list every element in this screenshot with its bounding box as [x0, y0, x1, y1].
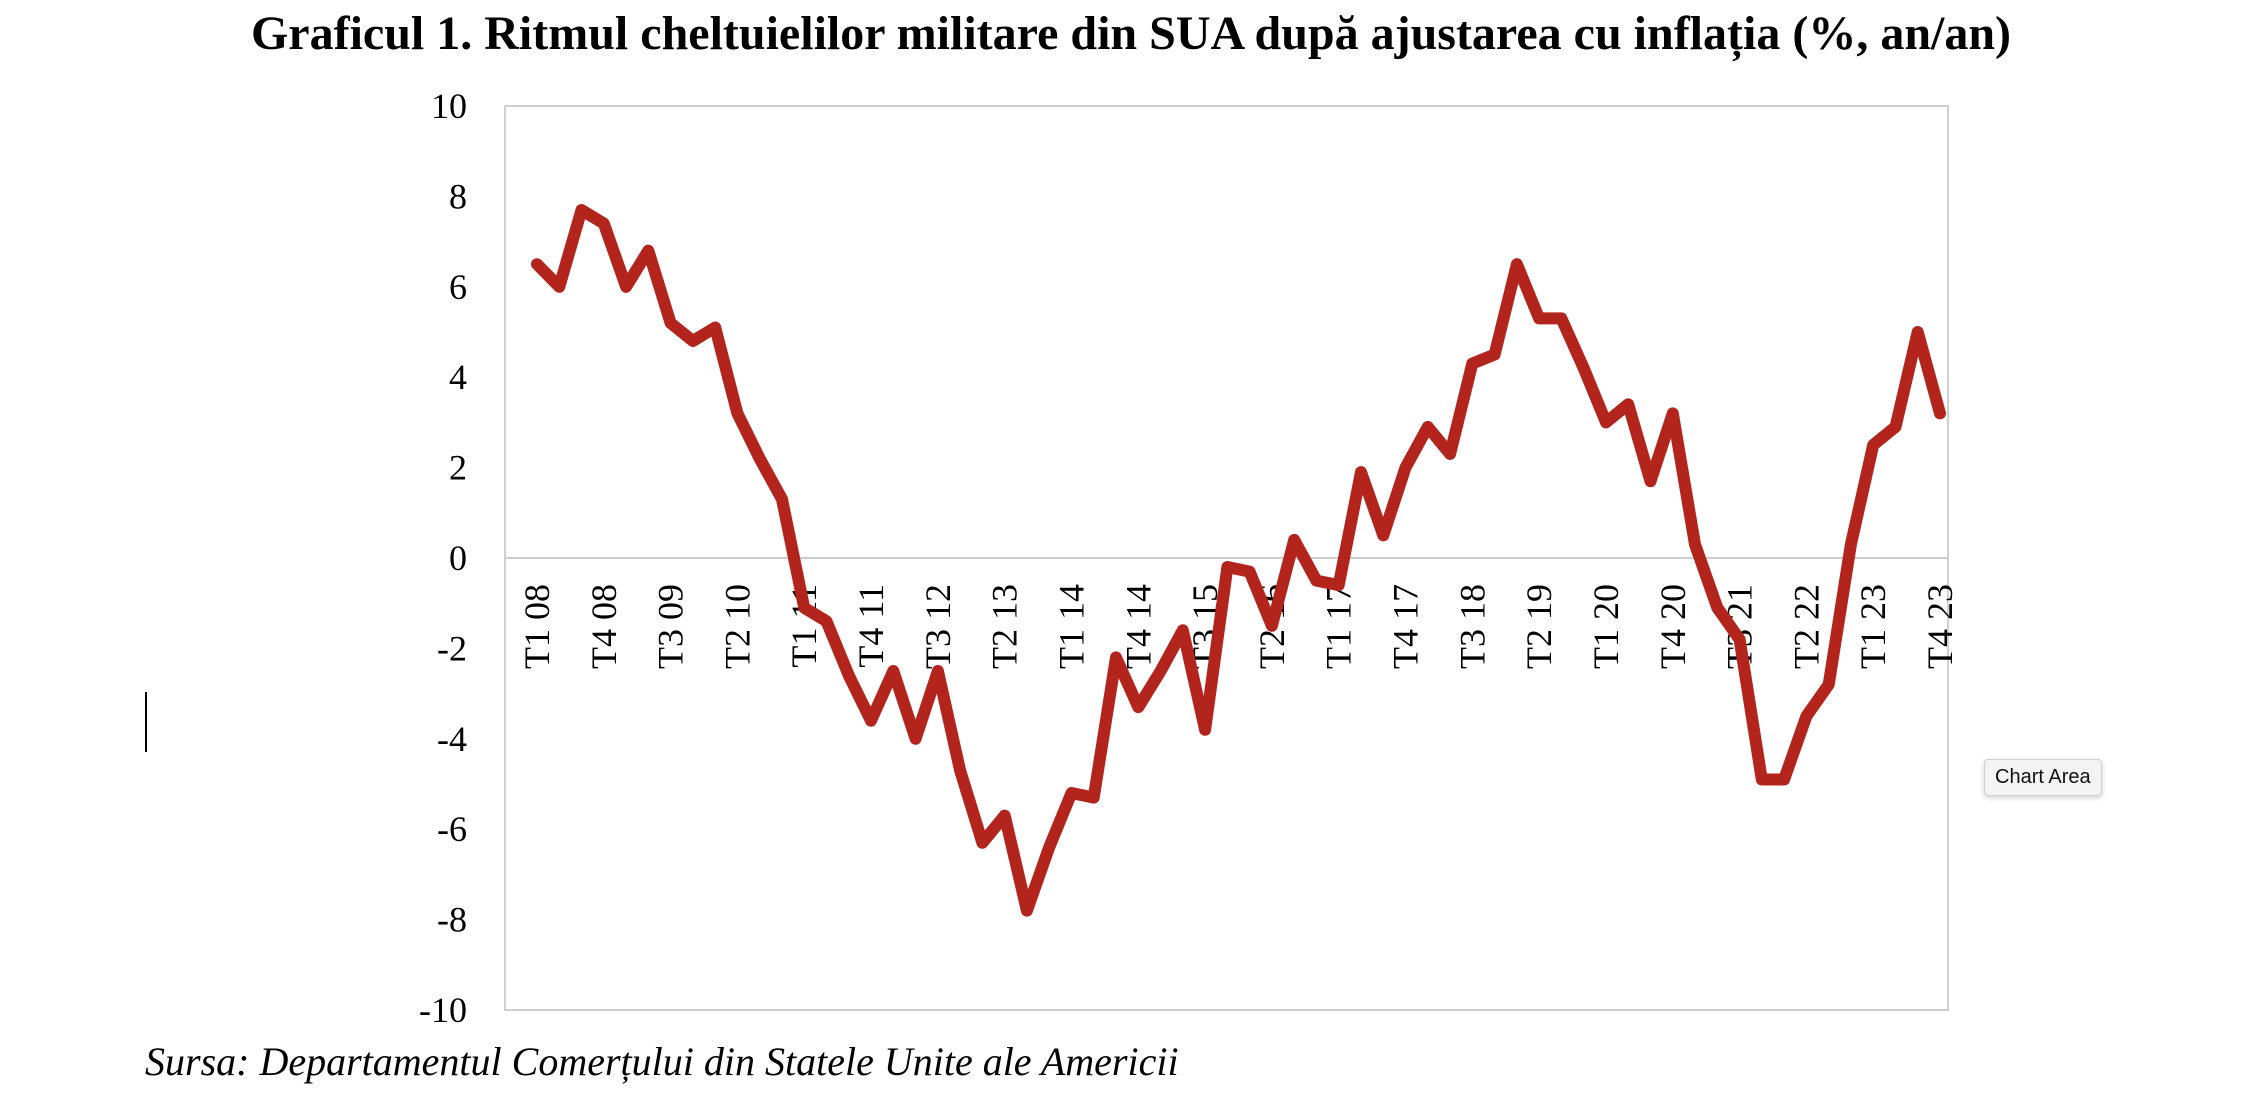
y-tick-label: 2	[449, 448, 467, 488]
y-tick-label: 10	[431, 86, 467, 126]
y-tick-label: -8	[437, 900, 467, 940]
x-tick-label: T3 18	[1452, 584, 1492, 669]
y-tick-label: 8	[449, 176, 467, 216]
x-tick-label: T4 14	[1118, 584, 1158, 669]
y-tick-label: 0	[449, 538, 467, 578]
series-line-military-spending[interactable]	[531, 204, 1946, 917]
chart-source: Sursa: Departamentul Comerțului din Stat…	[145, 1039, 1179, 1084]
y-axis: 10 8 6 4 2 0 -2 -4 -6 -8 -10	[419, 86, 467, 1030]
x-tick-label: T3 12	[918, 584, 958, 669]
y-tick-label: 6	[449, 267, 467, 307]
y-tick-label: -6	[437, 809, 467, 849]
chart-title: Graficul 1. Ritmul cheltuielilor militar…	[250, 7, 2012, 60]
text-cursor	[145, 692, 147, 752]
x-tick-label: T4 23	[1920, 584, 1960, 669]
x-tick-label: T1 14	[1051, 584, 1091, 669]
x-tick-label: T4 17	[1386, 584, 1426, 669]
x-tick-label: T4 20	[1653, 584, 1693, 669]
x-tick-label: T2 10	[717, 584, 757, 669]
x-tick-label: T1 08	[517, 584, 557, 669]
y-tick-label: 4	[449, 357, 467, 397]
x-tick-label: T1 23	[1853, 584, 1893, 669]
chart-area-tooltip: Chart Area	[1984, 759, 2102, 796]
y-tick-label: -4	[437, 719, 467, 759]
x-tick-label: T3 09	[651, 584, 691, 669]
y-tick-label: -2	[437, 628, 467, 668]
x-tick-label: T4 11	[851, 584, 891, 668]
y-tick-label: -10	[419, 990, 467, 1030]
x-tick-label: T1 17	[1319, 584, 1359, 669]
x-tick-label: T1 20	[1586, 584, 1626, 669]
x-tick-label: T2 22	[1786, 584, 1826, 669]
x-tick-label: T2 13	[985, 584, 1025, 669]
x-tick-label: T4 08	[584, 584, 624, 669]
x-tick-label: T2 19	[1519, 584, 1559, 669]
